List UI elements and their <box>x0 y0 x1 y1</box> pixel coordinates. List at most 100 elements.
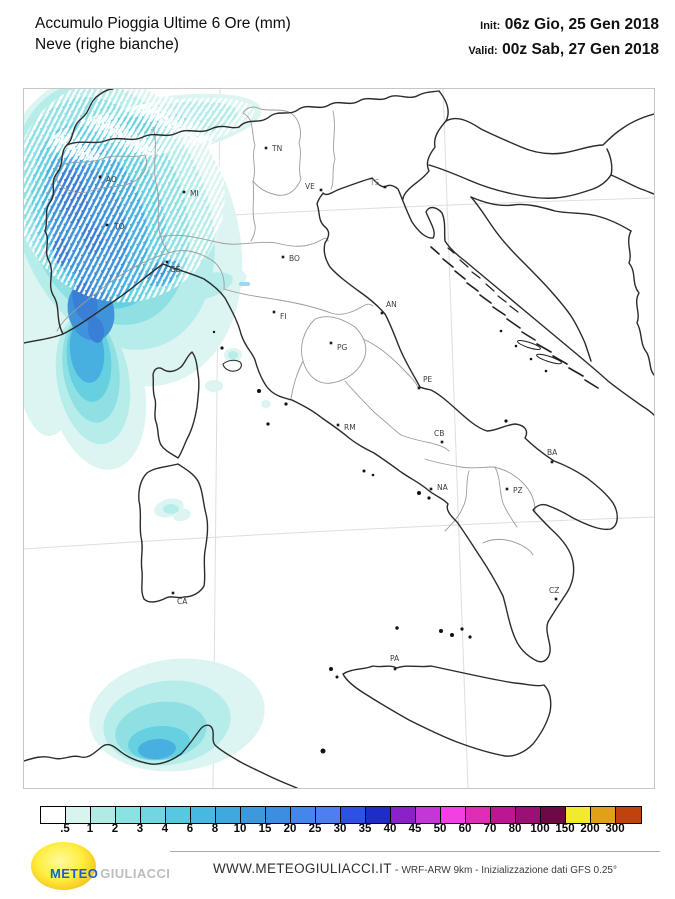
colorbar-label-3: 3 <box>136 823 144 835</box>
colorbar-cell-10 <box>291 807 316 823</box>
colorbar-label-300: 300 <box>605 823 625 835</box>
colorbar-cell-16 <box>441 807 466 823</box>
sun-logo-icon <box>31 842 96 890</box>
city-dot-fi <box>272 310 276 314</box>
city-label-rm: RM <box>344 423 356 432</box>
city-label-pe: PE <box>423 375 433 384</box>
city-dot-ao <box>98 175 102 179</box>
model-details: WRF-ARW 9km - Inizializzazione dati GFS … <box>401 865 617 876</box>
footer-separator: - <box>394 864 399 876</box>
city-label-an: AN <box>386 300 397 309</box>
site-url: WWW.METEOGIULIACCI.IT <box>212 861 392 876</box>
city-dot-ve <box>319 188 323 192</box>
city-dot-ca <box>171 591 175 595</box>
map-title: Accumulo Pioggia Ultime 6 Ore (mm) Neve … <box>35 13 291 55</box>
colorbar-label-10: 10 <box>233 823 247 835</box>
colorbar-label-200: 200 <box>580 823 600 835</box>
small-islands <box>212 329 548 754</box>
city-label-cb: CB <box>434 429 444 438</box>
city-dot-an <box>380 311 384 315</box>
city-dot-bo <box>281 255 285 259</box>
colorbar-label-6: 6 <box>186 823 194 835</box>
brand-logo: METEO GIULIACCI <box>50 866 170 881</box>
city-label-fi: FI <box>280 312 287 321</box>
colorbar-cell-17 <box>466 807 491 823</box>
init-value: 06z Gio, 25 Gen 2018 <box>504 16 659 33</box>
colorbar-label-.5: .5 <box>60 823 70 835</box>
colorbar-cell-4 <box>141 807 166 823</box>
colorbar-cell-7 <box>216 807 241 823</box>
africa-coastline <box>24 724 298 788</box>
brand-giuliacci: GIULIACCI <box>100 866 171 881</box>
sicily-coastline <box>342 665 552 757</box>
map-canvas: TN AO MI VE TO GE BO FI PG AN PE RM CB BA NA PZ CZ CA PA TS <box>23 88 655 789</box>
sardinia-coastline <box>138 463 209 603</box>
title-line1: Accumulo Pioggia Ultime 6 Ore (mm) <box>35 15 291 32</box>
city-dot-pg <box>329 341 333 345</box>
brand-meteo: METEO <box>50 866 99 881</box>
city-labels: TN AO MI VE TO GE BO FI PG AN PE RM CB BA NA PZ CZ CA PA TS <box>98 144 559 671</box>
city-dot-tn <box>264 146 268 150</box>
colorbar-label-80: 80 <box>508 823 522 835</box>
colorbar-label-15: 15 <box>258 823 272 835</box>
colorbar-cell-20 <box>541 807 566 823</box>
colorbar-label-50: 50 <box>433 823 447 835</box>
colorbar-cell-18 <box>491 807 516 823</box>
colorbar-label-1: 1 <box>86 823 94 835</box>
colorbar-label-100: 100 <box>530 823 550 835</box>
colorbar-label-70: 70 <box>483 823 497 835</box>
city-dot-pz <box>505 487 509 491</box>
city-dot-pe <box>417 386 421 390</box>
city-label-cz: CZ <box>549 586 559 595</box>
dalmatian-islands <box>430 246 599 389</box>
run-info: Init: 06z Gio, 25 Gen 2018 Valid: 00z Sa… <box>468 13 659 63</box>
city-label-bo: BO <box>289 254 300 263</box>
city-dot-ge <box>165 260 169 264</box>
city-dot-ba <box>550 460 554 464</box>
colorbar-label-4: 4 <box>161 823 169 835</box>
city-label-ge: GE <box>170 265 181 274</box>
city-dot-na <box>429 487 433 491</box>
city-label-na: NA <box>437 483 449 492</box>
national-borders <box>44 89 654 376</box>
city-label-ao: AO <box>106 175 117 184</box>
footer-credit: WWW.METEOGIULIACCI.IT - WRF-ARW 9km - Iniz… <box>170 860 660 878</box>
city-label-pa: PA <box>390 654 400 663</box>
colorbar-label-35: 35 <box>358 823 372 835</box>
colorbar-cell-22 <box>591 807 616 823</box>
city-dot-to <box>105 223 109 227</box>
colorbar-label-60: 60 <box>458 823 472 835</box>
colorbar-cell-23 <box>616 807 641 823</box>
valid-value: 00z Sab, 27 Gen 2018 <box>502 41 659 58</box>
city-label-ba: BA <box>547 448 558 457</box>
precip-colorbar <box>40 806 642 824</box>
colorbar-label-30: 30 <box>333 823 347 835</box>
city-dot-mi <box>182 190 186 194</box>
city-label-ca: CA <box>177 597 188 606</box>
valid-row: Valid: 00z Sab, 27 Gen 2018 <box>468 38 659 63</box>
colorbar-label-20: 20 <box>283 823 297 835</box>
city-label-to: TO <box>113 222 125 231</box>
colorbar-cell-3 <box>116 807 141 823</box>
colorbar-cell-1 <box>66 807 91 823</box>
colorbar-cell-0 <box>41 807 66 823</box>
colorbar-label-40: 40 <box>383 823 397 835</box>
footer-divider <box>170 851 660 852</box>
region-borders <box>56 106 536 556</box>
colorbar-cell-12 <box>341 807 366 823</box>
colorbar-cell-11 <box>316 807 341 823</box>
elba-island <box>222 359 242 372</box>
colorbar-cell-8 <box>241 807 266 823</box>
city-dot-ts <box>383 185 387 189</box>
colorbar-cell-21 <box>566 807 591 823</box>
city-dot-cz <box>554 597 558 601</box>
colorbar-label-45: 45 <box>408 823 422 835</box>
coastlines <box>24 177 654 788</box>
colorbar-cell-9 <box>266 807 291 823</box>
city-dot-cb <box>440 440 444 444</box>
colorbar-label-8: 8 <box>211 823 219 835</box>
corsica-coastline <box>152 351 200 459</box>
init-row: Init: 06z Gio, 25 Gen 2018 <box>468 13 659 38</box>
colorbar-cell-5 <box>166 807 191 823</box>
